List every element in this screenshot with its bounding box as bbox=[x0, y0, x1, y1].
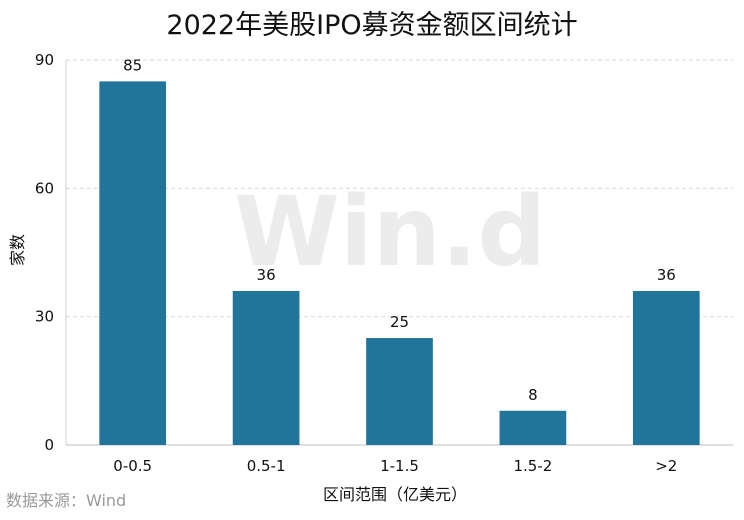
data-label: 36 bbox=[257, 266, 276, 284]
bar bbox=[632, 291, 700, 445]
bars bbox=[99, 81, 700, 445]
bar bbox=[232, 291, 300, 445]
y-tick-label: 60 bbox=[35, 179, 54, 197]
bar bbox=[499, 410, 567, 445]
y-tick-labels: 0 30 60 90 bbox=[35, 51, 54, 454]
y-tick-label: 0 bbox=[44, 436, 54, 454]
x-axis-label: 区间范围（亿美元） bbox=[323, 485, 467, 504]
data-label: 25 bbox=[390, 313, 409, 331]
x-tick-label: 1-1.5 bbox=[380, 457, 419, 475]
grid-layer bbox=[66, 59, 733, 318]
bar bbox=[99, 81, 167, 445]
x-tick-label: 1.5-2 bbox=[513, 457, 552, 475]
data-label: 85 bbox=[123, 56, 142, 74]
x-tick-label: 0-0.5 bbox=[113, 457, 152, 475]
x-tick-label: >2 bbox=[655, 457, 677, 475]
data-label: 8 bbox=[528, 386, 538, 404]
bar bbox=[366, 338, 433, 445]
x-tick-label: 0.5-1 bbox=[247, 457, 286, 475]
source-note: 数据来源：Wind bbox=[6, 491, 126, 510]
x-tick-labels: 0-0.5 0.5-1 1-1.5 1.5-2 >2 bbox=[113, 457, 677, 475]
data-label: 36 bbox=[657, 266, 676, 284]
chart-title: 2022年美股IPO募资金额区间统计 bbox=[166, 10, 577, 41]
y-tick-label: 30 bbox=[35, 308, 54, 326]
y-tick-label: 90 bbox=[35, 51, 54, 69]
y-axis-label: 家数 bbox=[8, 234, 27, 266]
data-labels: 85 36 25 8 36 bbox=[123, 56, 676, 403]
watermark: Win.d bbox=[234, 176, 546, 288]
